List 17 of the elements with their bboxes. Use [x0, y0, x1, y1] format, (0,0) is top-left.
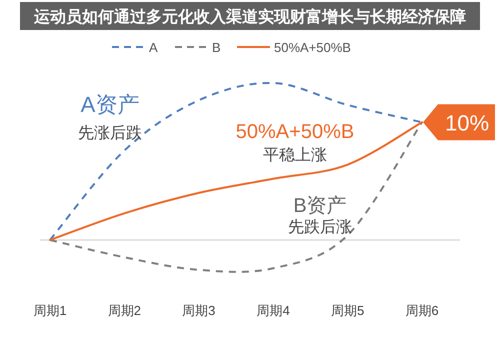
x-tick-label: 周期1 [33, 303, 67, 318]
legend-label: 50%A+50%B [274, 40, 351, 55]
annotation: B资产 [293, 195, 347, 217]
annotation: 平稳上涨 [263, 146, 327, 164]
x-tick-label: 周期3 [182, 303, 216, 318]
annotation: 先涨后跌 [78, 124, 142, 142]
legend-label: B [212, 40, 221, 55]
x-tick-label: 周期6 [405, 303, 439, 318]
x-tick-label: 周期4 [256, 303, 290, 318]
annotation: 50%A+50%B [236, 121, 354, 143]
x-tick-label: 周期5 [330, 303, 364, 318]
x-tick-label: 周期2 [108, 303, 142, 318]
chart-title: 运动员如何通过多元化收入渠道实现财富增长与长期经济保障 [33, 7, 466, 26]
annotation: 先跌后涨 [288, 218, 352, 236]
annotation: 10% [444, 110, 490, 136]
annotation: A资产 [80, 92, 140, 117]
legend-label: A [149, 40, 158, 55]
